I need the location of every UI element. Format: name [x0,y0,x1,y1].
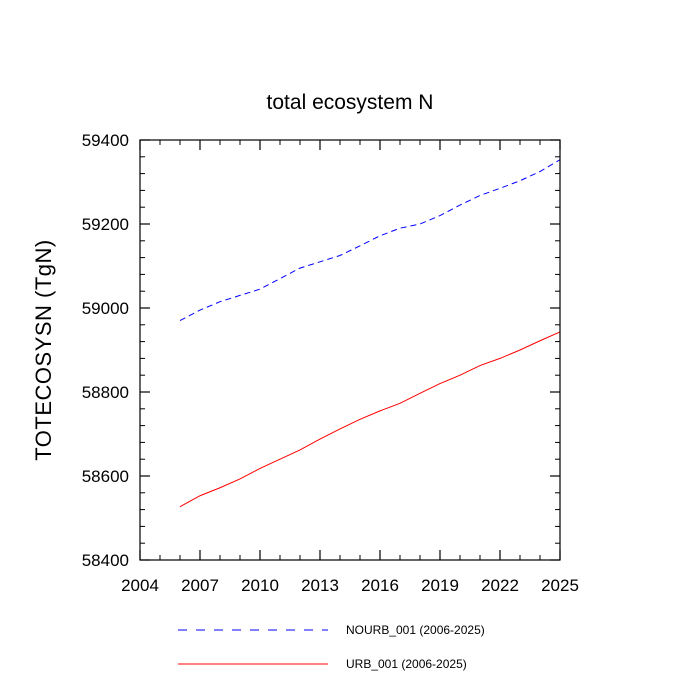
x-tick-label: 2004 [121,576,159,595]
x-tick-label: 2016 [361,576,399,595]
y-tick-label: 59000 [82,299,129,318]
legend-label-urb: URB_001 (2006-2025) [346,657,467,671]
legend-label-nourb: NOURB_001 (2006-2025) [346,623,485,637]
x-tick-label: 2007 [181,576,219,595]
series-line-1 [179,331,561,508]
series-lines [179,159,561,508]
y-tick-label: 58600 [82,467,129,486]
x-tick-label: 2013 [301,576,339,595]
chart-legend: NOURB_001 (2006-2025) URB_001 (2006-2025… [178,623,485,671]
x-tick-label: 2022 [481,576,519,595]
y-tick-label: 58400 [82,551,129,570]
series-line-0 [179,159,561,322]
y-tick-label: 58800 [82,383,129,402]
y-tick-label: 59400 [82,131,129,150]
y-axis-label: TOTECOSYSN (TgN) [31,239,56,461]
tick-labels: 2004 2007 2010 2013 2016 2019 2022 2025 58400 586… [82,131,579,595]
axis-ticks [139,139,561,561]
x-tick-label: 2010 [241,576,279,595]
chart-title: total ecosystem N [267,91,434,114]
plot-frame [139,139,561,561]
x-tick-label: 2019 [421,576,459,595]
y-tick-label: 59200 [82,215,129,234]
x-tick-label: 2025 [541,576,579,595]
